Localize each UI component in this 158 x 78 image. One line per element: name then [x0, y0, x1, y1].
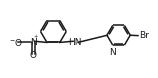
- Text: Br: Br: [139, 31, 149, 40]
- Text: N: N: [109, 48, 116, 57]
- Text: $^{-}$O: $^{-}$O: [9, 37, 23, 48]
- Text: O: O: [30, 51, 37, 60]
- Text: $^{+}$: $^{+}$: [33, 35, 39, 41]
- Text: HN: HN: [69, 38, 82, 47]
- Text: N: N: [30, 38, 37, 47]
